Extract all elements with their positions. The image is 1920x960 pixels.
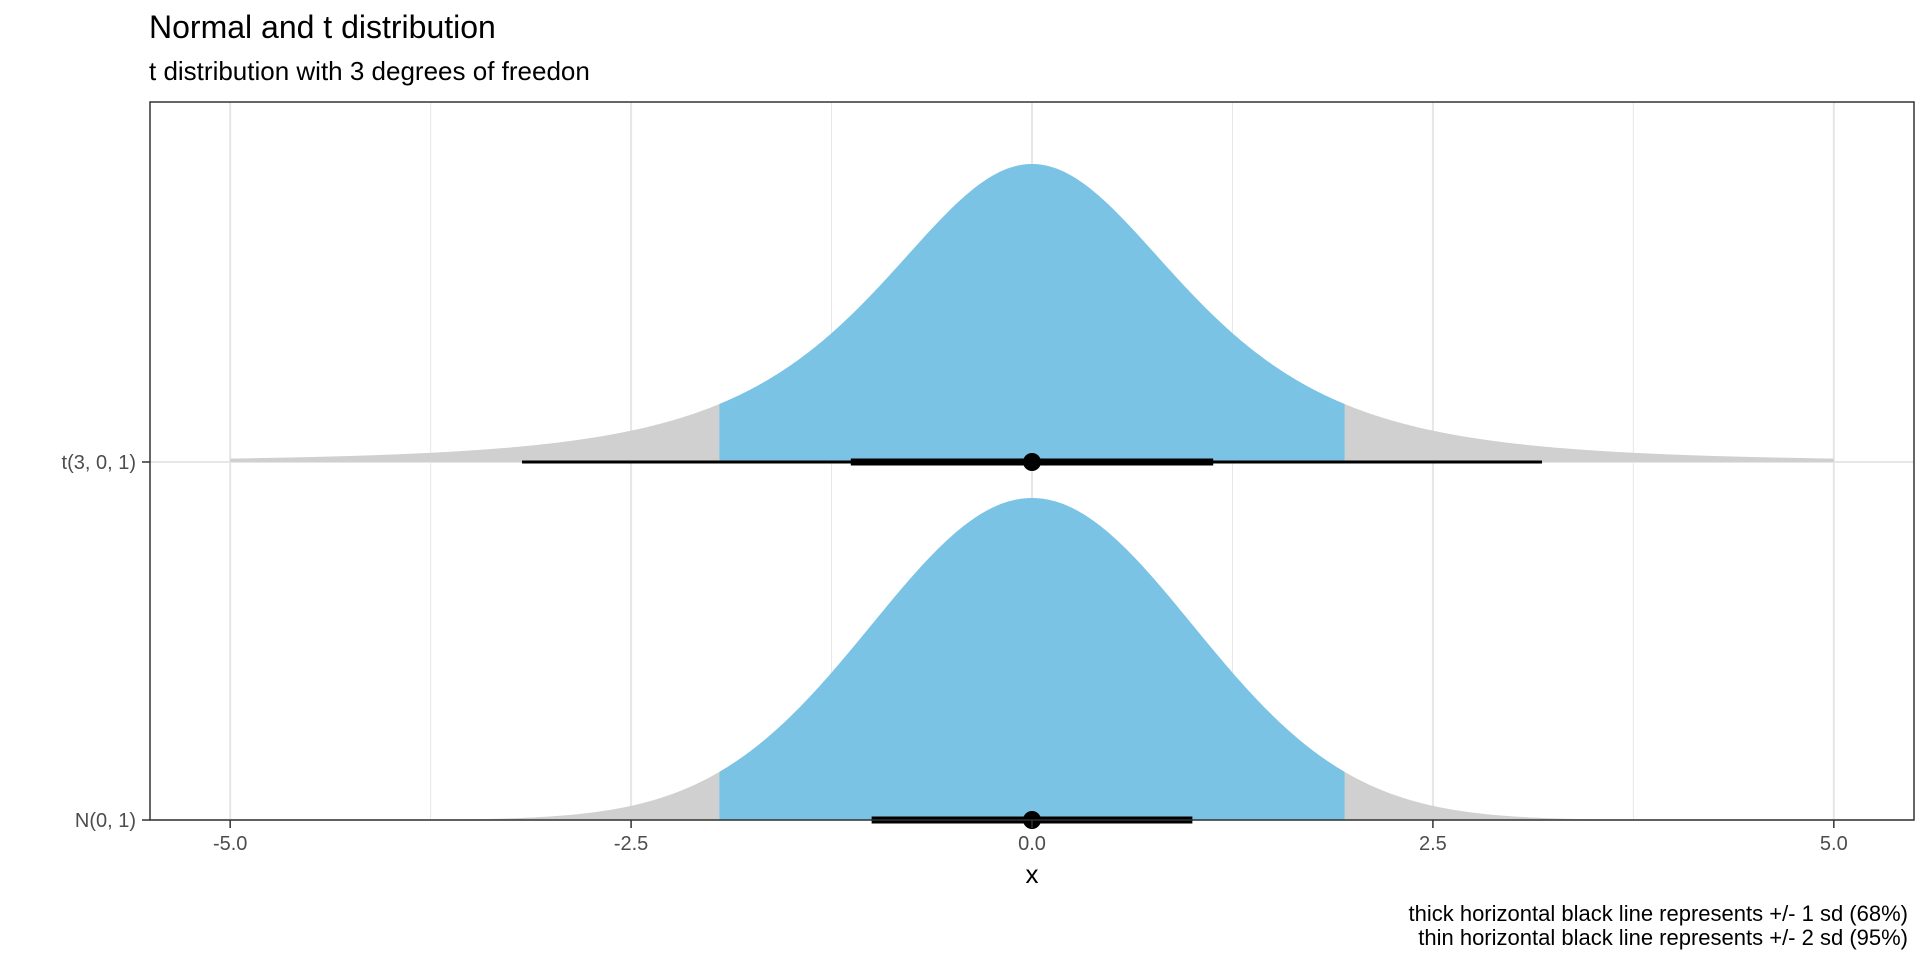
x-tick-label: 0.0 <box>1018 833 1046 855</box>
chart-title: Normal and t distribution <box>149 9 496 45</box>
x-axis: -5.0 -2.5 0.0 2.5 5.0 <box>213 820 1848 855</box>
density-layers <box>230 164 1834 820</box>
x-tick-label: 2.5 <box>1419 833 1447 855</box>
density-interval <box>719 498 1345 820</box>
density-tail-left <box>230 404 720 462</box>
y-axis: t(3, 0, 1) N(0, 1) <box>62 452 150 832</box>
y-tick-label: t(3, 0, 1) <box>62 452 136 474</box>
x-tick-label: 5.0 <box>1820 833 1848 855</box>
density-tail-right <box>1344 771 1834 820</box>
caption-line-1: thick horizontal black line represents +… <box>1408 901 1908 926</box>
y-tick-label: N(0, 1) <box>75 810 136 832</box>
x-tick-label: -5.0 <box>213 833 247 855</box>
x-axis-title: x <box>1026 859 1039 889</box>
density-tail-right <box>1344 404 1834 462</box>
chart-subtitle: t distribution with 3 degrees of freedon <box>149 56 590 86</box>
density-tail-left <box>230 771 720 820</box>
caption-line-2: thin horizontal black line represents +/… <box>1418 925 1908 950</box>
density-interval <box>719 164 1345 462</box>
x-tick-label: -2.5 <box>614 833 648 855</box>
point-estimate <box>1023 453 1041 471</box>
